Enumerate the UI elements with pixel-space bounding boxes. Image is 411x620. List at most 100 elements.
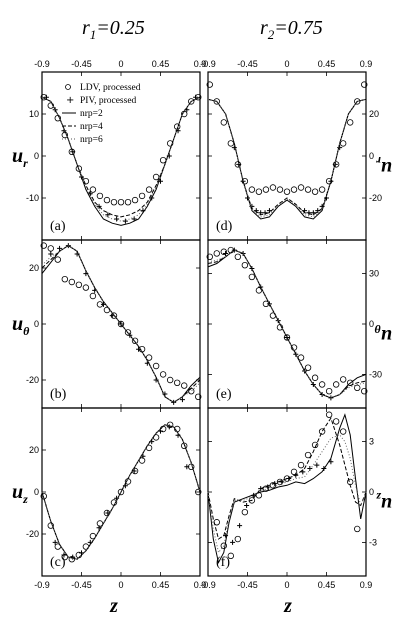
point-piv-c-15 [184, 464, 190, 470]
point-piv-d-7 [262, 210, 268, 216]
point-ldv-b-6 [82, 284, 90, 291]
xtick-label-top-d-3: 0.45 [318, 59, 336, 69]
legend-nrp4: nrp=4 [80, 122, 103, 132]
point-ldv-b-16 [152, 362, 160, 370]
point-ldv-b-15 [145, 354, 153, 361]
point-ldv-a-1 [47, 102, 54, 109]
series-line-nrp4-a [41, 96, 201, 218]
point-ldv-f-12 [297, 461, 305, 469]
point-ldv-d-9 [269, 184, 277, 191]
xlabel-right: z [283, 595, 292, 617]
point-piv-f-12 [307, 465, 313, 471]
point-ldv-d-21 [354, 98, 361, 105]
point-ldv-e-17 [325, 388, 333, 395]
point-ldv-b-5 [75, 281, 83, 288]
point-ldv-d-10 [276, 186, 284, 193]
point-piv-d-5 [253, 208, 259, 214]
series-line-nrp4-f [207, 416, 367, 540]
xtick-label-top-d-2: 0 [284, 59, 289, 69]
series-line-nrp2-d [207, 98, 367, 220]
point-ldv-f-13 [304, 451, 312, 459]
point-piv-b-0 [48, 251, 54, 257]
series-line-nrp6-a [41, 96, 201, 222]
point-ldv-a-16 [152, 173, 160, 181]
ytick-label-d-2: -20 [369, 193, 382, 203]
point-ldv-e-16 [318, 381, 326, 388]
point-ldv-e-6 [248, 273, 256, 281]
series-line-nrp2-c [41, 424, 201, 560]
point-ldv-a-5 [75, 165, 83, 172]
point-ldv-f-18 [339, 428, 347, 435]
point-ldv-b-13 [131, 337, 139, 344]
ylabel-d: ur [376, 154, 392, 179]
point-ldv-c-18 [166, 421, 174, 428]
ytick-label-f-0: 3 [369, 437, 374, 447]
point-ldv-d-14 [304, 186, 312, 193]
point-ldv-a-11 [117, 198, 125, 206]
ylabel-e: uθ [374, 322, 392, 347]
point-ldv-e-4 [234, 253, 242, 260]
xtick-label-bottom-c-2: 0 [118, 580, 123, 590]
ytick-label-d-0: 20 [369, 109, 379, 119]
xtick-label-bottom-f-1: -0.45 [237, 580, 258, 590]
panel-e: 30 0 -30 uθ (e) [206, 239, 392, 409]
point-ldv-d-16 [318, 186, 326, 193]
point-ldv-c-14 [138, 457, 146, 464]
point-ldv-e-2 [220, 248, 227, 255]
point-ldv-a-18 [166, 140, 174, 147]
point-piv-c-1 [61, 552, 67, 558]
xtick-label-top-a-3: 0.45 [152, 59, 170, 69]
panel-b: 20 0 -20 uθ (b) [12, 239, 202, 409]
point-piv-d-17 [337, 145, 343, 151]
ytick-label-c-2: -20 [26, 529, 39, 539]
panel-frame-e [207, 239, 367, 409]
ytick-label-b-1: 0 [34, 319, 39, 329]
ytick-label-f-2: -3 [369, 537, 377, 547]
panel-frame-d [207, 71, 367, 241]
point-ldv-e-13 [297, 354, 305, 361]
point-piv-a-8 [114, 216, 120, 222]
point-piv-d-10 [306, 210, 312, 216]
panel-label-d: (d) [216, 219, 233, 234]
ytick-label-a-0: 10 [29, 109, 39, 119]
point-piv-c-2 [70, 554, 76, 560]
point-ldv-a-15 [145, 186, 153, 193]
point-ldv-f-11 [290, 468, 298, 476]
point-ldv-d-7 [255, 188, 263, 195]
point-ldv-c-3 [61, 553, 69, 561]
xtick-label-top-a-0: -0.9 [34, 59, 50, 69]
col-title-r2: r2=0.75 [260, 17, 323, 42]
point-ldv-b-19 [173, 379, 181, 386]
panel-label-f: (f) [216, 555, 230, 570]
ytick-label-e-1: 0 [369, 319, 374, 329]
point-ldv-b-2 [54, 256, 61, 263]
ylabel-b: uθ [12, 313, 30, 338]
ytick-label-b-0: 20 [29, 263, 39, 273]
panel-f: 3 0 -3 -0.9 -0.45 0 0.45 0.9 uz (f) [200, 407, 392, 590]
point-ldv-d-13 [297, 184, 305, 191]
series-line-nrp6-f [207, 434, 367, 554]
point-ldv-b-18 [166, 376, 174, 384]
point-ldv-c-4 [68, 556, 76, 563]
ytick-label-b-2: -20 [26, 375, 39, 385]
point-ldv-b-17 [159, 371, 167, 378]
point-ldv-a-3 [61, 131, 69, 139]
point-ldv-e-21 [354, 384, 361, 392]
point-ldv-a-13 [131, 196, 139, 204]
point-ldv-b-3 [61, 276, 69, 283]
panel-label-b: (b) [50, 387, 67, 402]
series-line-nrp6-d [207, 98, 367, 218]
point-piv-c-13 [166, 424, 172, 430]
point-ldv-b-0 [40, 242, 47, 249]
xtick-label-bottom-f-2: 0 [284, 580, 289, 590]
point-ldv-a-21 [188, 98, 195, 105]
point-ldv-c-8 [96, 520, 104, 527]
legend-piv-marker: + [66, 95, 74, 106]
panel-label-e: (e) [216, 387, 232, 402]
point-ldv-f-17 [332, 418, 340, 425]
point-piv-b-15 [179, 397, 185, 403]
xtick-label-bottom-c-1: -0.45 [71, 580, 92, 590]
point-ldv-e-15 [311, 374, 319, 381]
series-line-nrp2-b [41, 245, 201, 403]
